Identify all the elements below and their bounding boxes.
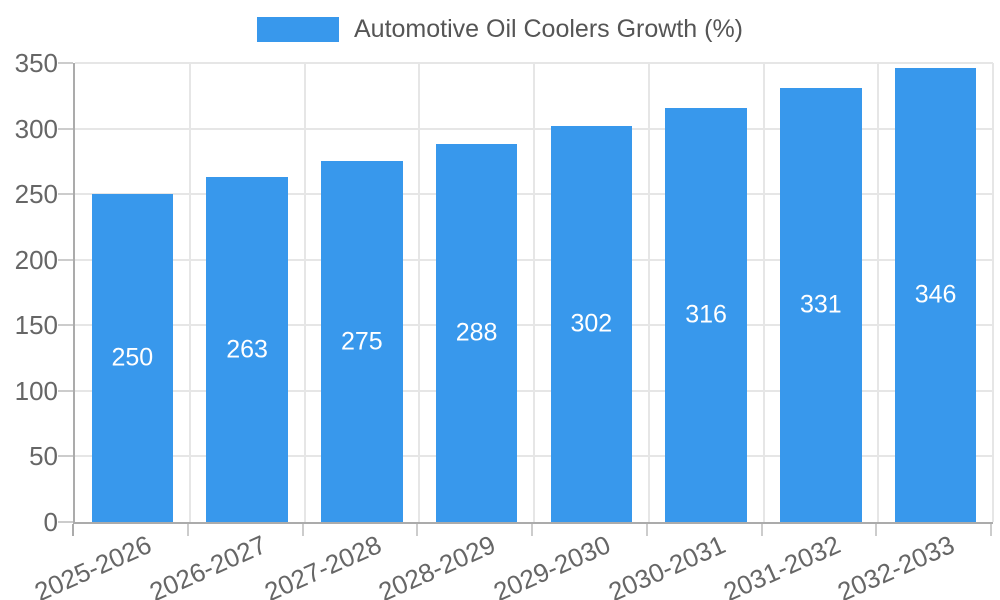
x-tick <box>301 524 304 536</box>
x-tick <box>760 524 763 536</box>
x-tick <box>72 524 74 536</box>
bar-value-label: 288 <box>455 318 498 347</box>
bar-value-label: 346 <box>914 280 957 309</box>
x-gridline <box>877 63 880 522</box>
x-axis-label: 2031-2032 <box>718 529 845 600</box>
bar-value-label: 331 <box>800 290 842 319</box>
y-axis-label: 150 <box>14 310 58 341</box>
y-axis-label: 0 <box>43 507 58 537</box>
y-axis-label: 250 <box>14 179 58 210</box>
bar-value-label: 275 <box>341 327 383 356</box>
x-tick <box>990 524 992 536</box>
x-gridline <box>188 63 191 522</box>
y-axis-label: 50 <box>29 441 58 472</box>
bar-2027-2028[interactable]: 275 <box>321 161 403 522</box>
bar-2025-2026[interactable]: 250 <box>91 194 174 522</box>
legend-swatch-icon <box>256 17 339 42</box>
x-axis-label: 2030-2031 <box>603 529 730 600</box>
x-axis-label: 2029-2030 <box>488 529 615 600</box>
x-tick <box>645 524 648 536</box>
x-tick <box>531 524 533 536</box>
bar-2028-2029[interactable]: 288 <box>435 144 518 522</box>
bar-2032-2033[interactable]: 346 <box>894 68 977 522</box>
bar-2026-2027[interactable]: 263 <box>206 177 288 522</box>
x-tick <box>186 524 189 536</box>
y-axis-label: 200 <box>14 244 58 275</box>
x-tick <box>875 524 878 536</box>
y-tick <box>58 193 73 196</box>
bar-2030-2031[interactable]: 316 <box>665 107 747 522</box>
y-tick <box>58 521 73 523</box>
bar-value-label: 302 <box>570 309 613 338</box>
y-tick <box>58 389 73 392</box>
y-tick <box>58 127 73 130</box>
x-axis-label: 2028-2029 <box>374 529 501 600</box>
legend[interactable]: Automotive Oil Coolers Growth (%) <box>256 15 744 43</box>
y-tick <box>58 258 73 261</box>
y-axis-label: 300 <box>14 113 58 144</box>
x-gridline <box>533 63 535 522</box>
x-gridline <box>647 63 650 522</box>
y-tick <box>58 455 73 458</box>
y-axis-label: 350 <box>14 48 58 78</box>
x-gridline <box>762 63 765 522</box>
bar-value-label: 250 <box>111 343 154 372</box>
x-gridline <box>303 63 306 522</box>
bar-value-label: 263 <box>226 335 268 364</box>
x-axis-label: 2026-2027 <box>144 529 271 600</box>
bar-value-label: 316 <box>685 300 727 329</box>
x-axis-label: 2025-2026 <box>29 529 156 600</box>
x-gridline <box>418 63 421 522</box>
y-axis-label: 100 <box>14 375 58 406</box>
x-tick <box>416 524 419 536</box>
x-axis-label: 2032-2033 <box>833 529 960 600</box>
bar-2029-2030[interactable]: 302 <box>550 125 633 522</box>
y-tick <box>58 62 73 64</box>
x-axis-label: 2027-2028 <box>259 529 386 600</box>
bar-2031-2032[interactable]: 331 <box>780 87 862 522</box>
plot-area: 250 263 275 288 302 316 331 346 <box>73 62 994 524</box>
x-gridline <box>992 63 994 522</box>
y-tick <box>58 324 73 327</box>
legend-label: Automotive Oil Coolers Growth (%) <box>353 15 744 43</box>
